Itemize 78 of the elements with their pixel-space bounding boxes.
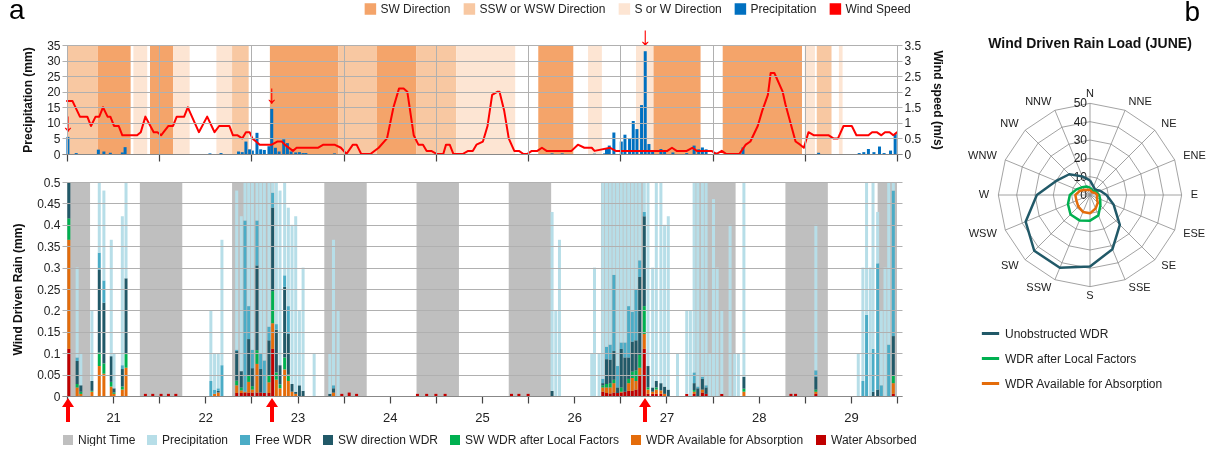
y2-tick-label: 2.5	[904, 69, 922, 84]
spoke-label: NW	[1000, 116, 1020, 129]
y-axis-title: Precipitation (mm)	[21, 47, 36, 153]
legend-label: WDR Available for Absorption	[646, 433, 804, 447]
spoke-label: S	[1086, 288, 1094, 301]
spoke-label: W	[978, 188, 990, 200]
x-tick-label: 21	[106, 409, 121, 425]
legend-label: SW Direction	[380, 2, 451, 16]
y-tick-label: 0.5	[43, 175, 61, 190]
legend-label: Night Time	[78, 433, 136, 447]
spoke-label: E	[1190, 188, 1199, 200]
x-tick-label: 24	[383, 409, 398, 425]
y-tick-label: 30	[1073, 133, 1088, 147]
y2-tick-label: 0	[904, 147, 912, 162]
x-tick-label: 25	[475, 409, 490, 425]
legend-label: SSW or WSW Direction	[479, 2, 606, 16]
y-axis-title: Wind Driven Rain (mm)	[11, 223, 26, 356]
y-tick-label: 35	[47, 38, 61, 53]
spoke-label: ENE	[1183, 149, 1206, 162]
x-tick-label: 23	[290, 409, 306, 425]
spoke-label: NNE	[1128, 94, 1152, 107]
x-tick-label: 27	[659, 409, 675, 425]
y-tick-label: 40	[1073, 114, 1088, 129]
legend-label: Precipitation	[750, 2, 817, 16]
spoke-label: NNW	[1025, 94, 1053, 107]
x-tick-label: 22	[198, 409, 214, 425]
text: a	[9, 0, 25, 25]
y-tick-label: 25	[47, 69, 61, 84]
legend-label: WDR after Local Factors	[1005, 351, 1137, 366]
x-tick-label: 28	[751, 409, 767, 425]
spoke-label: WSW	[968, 226, 998, 239]
x-tick-label: 26	[567, 409, 582, 425]
y-tick-label: 0.1	[43, 346, 61, 361]
spoke-label: NE	[1161, 116, 1177, 129]
x-tick-label: 29	[844, 409, 859, 425]
spoke-label: WNW	[968, 149, 998, 162]
y-tick-label: 10	[47, 116, 61, 131]
spoke-label: N	[1086, 87, 1095, 100]
text: b	[1184, 0, 1200, 27]
legend-label: Precipitation	[162, 433, 229, 447]
y-tick-label: 30	[47, 54, 61, 69]
y-tick-label: 0.2	[43, 303, 61, 318]
y-tick-label: 0.45	[37, 196, 61, 211]
y-tick-label: 0	[53, 147, 61, 162]
y-tick-label: 15	[47, 100, 61, 115]
y-tick-label: 0.05	[37, 368, 61, 383]
spoke-label: SW	[1000, 259, 1020, 272]
y-tick-label: 20	[47, 85, 61, 100]
legend-label: Water Absorbed	[831, 433, 917, 447]
y2-tick-label: 3	[904, 54, 912, 69]
spoke-label: SSW	[1026, 281, 1053, 294]
chart-title: Wind Driven Rain Load (JUNE)	[988, 35, 1192, 51]
spoke-label: SSE	[1128, 281, 1151, 294]
y-tick-label: 5	[53, 131, 61, 146]
y2-axis-title: Wind speed (m/s)	[931, 50, 946, 150]
y-tick-label: 0.4	[43, 218, 61, 233]
y-tick-label: 50	[1073, 96, 1088, 111]
y2-tick-label: 1	[904, 116, 912, 131]
y2-tick-label: 0.5	[904, 131, 922, 146]
legend-label: Unobstructed WDR	[1005, 326, 1109, 341]
y2-tick-label: 2	[904, 85, 912, 100]
spoke-label: ESE	[1183, 226, 1206, 239]
y-tick-label: 0.25	[37, 282, 61, 297]
spoke-label: SE	[1161, 259, 1176, 272]
legend-label: Free WDR	[255, 433, 312, 447]
y-tick-label: 0	[53, 389, 61, 404]
annotation: ↓	[638, 21, 652, 52]
legend-label: SW direction WDR	[338, 433, 439, 447]
legend-label: WDR Available for Absorption	[1005, 376, 1163, 391]
y-tick-label: 0.35	[37, 239, 61, 254]
y-tick-label: 20	[1073, 151, 1088, 166]
y-tick-label: 0.15	[37, 325, 61, 340]
legend-label: SW WDR after Local Factors	[465, 433, 620, 447]
y2-tick-label: 3.5	[904, 38, 922, 53]
legend-label: Wind Speed	[845, 2, 911, 16]
y-tick-label: 0.3	[43, 261, 61, 276]
legend-label: S or W Direction	[634, 2, 722, 16]
y2-tick-label: 1.5	[904, 100, 922, 115]
